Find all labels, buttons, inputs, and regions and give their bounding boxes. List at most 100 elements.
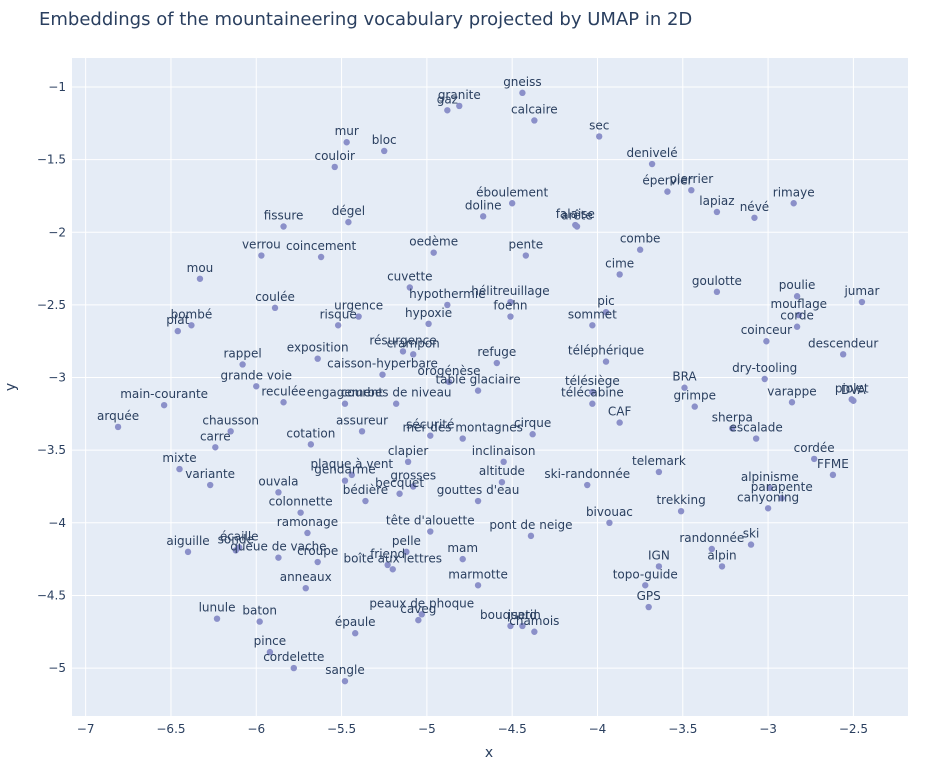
y-tick-label: −4.5: [37, 588, 66, 602]
data-point: [362, 497, 369, 505]
data-point: [280, 399, 287, 406]
point-label: lunule: [199, 601, 236, 615]
point-label: gneiss: [503, 75, 541, 89]
point-label: inclinaison: [472, 444, 536, 458]
x-tick-label: −3: [759, 722, 777, 736]
data-point: [239, 361, 246, 368]
point-label: falaise: [556, 207, 595, 221]
data-point: [655, 468, 663, 476]
point-label: sherpa: [712, 410, 753, 424]
data-point: [345, 218, 352, 226]
point-label: FFME: [817, 457, 849, 471]
data-point: [602, 308, 610, 316]
point-label: caisson-hyperbare: [327, 357, 438, 371]
data-point: [258, 252, 265, 259]
data-point: [793, 323, 801, 330]
data-point: [584, 481, 591, 489]
point-label: sangle: [325, 663, 365, 677]
point-label: télécabine: [561, 386, 624, 400]
data-point: [474, 582, 482, 589]
data-point: [788, 399, 796, 406]
data-point: [507, 622, 514, 630]
y-axis-title: y: [3, 383, 19, 391]
point-label: doline: [465, 198, 502, 212]
plot-area-background: [72, 58, 908, 716]
point-label: arquée: [97, 409, 139, 423]
point-label: jumar: [843, 284, 879, 298]
data-point: [355, 313, 362, 320]
data-point: [474, 497, 482, 505]
point-label: ouvala: [258, 474, 298, 488]
x-tick-label: −2.5: [839, 722, 868, 736]
x-tick-label: −6.5: [156, 722, 185, 736]
data-point: [589, 388, 596, 396]
point-label: bouquetin: [480, 608, 541, 622]
data-point: [500, 458, 507, 466]
data-point: [839, 351, 847, 358]
data-point: [602, 358, 610, 365]
point-label: GPS: [637, 589, 661, 603]
point-label: chamois: [509, 614, 559, 628]
point-label: névé: [740, 200, 769, 214]
point-label: carre: [200, 429, 231, 443]
point-label: exposition: [287, 341, 349, 355]
data-point: [529, 431, 536, 438]
data-point: [427, 528, 434, 535]
point-label: sonde: [218, 532, 254, 546]
data-point: [573, 223, 581, 230]
data-point: [317, 253, 325, 261]
point-label: sec: [589, 118, 609, 132]
data-point: [850, 397, 857, 404]
data-point: [379, 371, 386, 378]
point-label: hélitreuillage: [471, 284, 549, 298]
point-label: résurgence: [369, 333, 436, 347]
point-label: sommet: [568, 307, 617, 321]
data-point: [795, 311, 803, 319]
data-point: [713, 208, 721, 216]
point-label: lapiaz: [699, 194, 734, 208]
point-label: grimpe: [673, 389, 716, 403]
data-point: [415, 616, 422, 624]
point-label: verrou: [242, 238, 281, 252]
point-label: gouttes d'eau: [437, 483, 520, 497]
point-label: ski-randonnée: [544, 467, 630, 481]
point-label: coincement: [286, 239, 357, 253]
data-point: [271, 304, 279, 312]
data-point: [280, 223, 287, 230]
data-point: [275, 489, 282, 496]
data-point: [256, 618, 263, 625]
point-label: mixte: [162, 451, 196, 465]
y-tick-label: −3.5: [37, 443, 66, 457]
data-point: [691, 403, 698, 410]
data-point: [418, 611, 425, 618]
point-label: cime: [605, 256, 634, 270]
point-label: colonnette: [269, 495, 333, 509]
point-label: bombé: [171, 307, 213, 321]
point-label: becquet: [375, 476, 424, 490]
point-label: téléphérique: [568, 344, 644, 358]
point-label: courbes de niveau: [341, 386, 452, 400]
data-point: [752, 435, 760, 442]
point-label: ramonage: [277, 515, 338, 529]
data-point: [206, 481, 214, 489]
point-label: canyoning: [737, 490, 799, 504]
point-label: gaz: [437, 92, 458, 106]
data-point: [456, 102, 463, 110]
point-label: trekking: [656, 493, 705, 507]
data-point: [459, 435, 466, 442]
data-point: [444, 301, 451, 309]
data-point: [655, 563, 663, 570]
point-label: foehn: [493, 299, 527, 313]
data-point: [479, 213, 487, 220]
data-point: [677, 507, 685, 515]
point-label: alpinisme: [741, 470, 799, 484]
data-point: [297, 509, 304, 516]
data-point: [213, 615, 221, 622]
data-point: [688, 186, 695, 194]
point-label: granite: [438, 88, 481, 102]
data-point: [410, 483, 417, 490]
point-label: calcaire: [511, 102, 558, 116]
data-point: [212, 444, 219, 451]
data-point: [307, 441, 315, 448]
